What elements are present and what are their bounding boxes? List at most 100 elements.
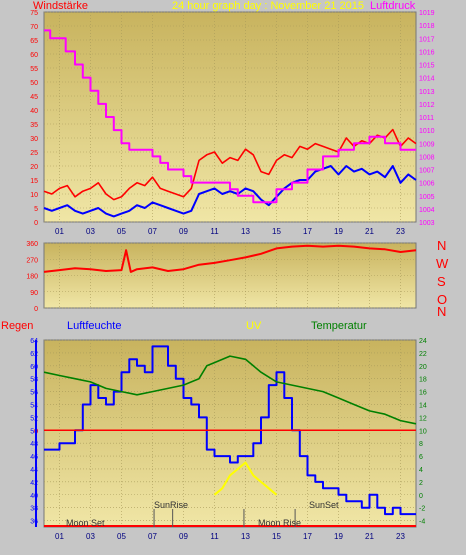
humidity-temperature-panel-y-tick-label: 36 xyxy=(30,519,38,526)
wind-pressure-panel-y2-tick-label: 1019 xyxy=(419,10,435,17)
wind-pressure-panel-y-tick-label: 0 xyxy=(34,220,38,227)
wind-pressure-panel-y-tick-label: 55 xyxy=(30,66,38,73)
wind-pressure-panel-x-tick-label: 11 xyxy=(210,227,219,236)
humidity-temperature-panel-x-tick-label: 03 xyxy=(86,532,95,541)
wind-pressure-panel-y-tick-label: 65 xyxy=(30,38,38,45)
humidity-temperature-panel-x-tick-label: 13 xyxy=(241,532,250,541)
compass-s: S xyxy=(437,274,446,289)
wind-pressure-panel-y-tick-label: 25 xyxy=(30,150,38,157)
humidity-temperature-panel-y-tick-label: 60 xyxy=(30,364,38,371)
wind-direction-panel-y-tick-label: 270 xyxy=(26,257,38,264)
humidity-temperature-panel-y2-tick-label: 12 xyxy=(419,415,427,422)
luftdruck-label: Luftdruck xyxy=(370,0,416,12)
wind-pressure-panel-y2-tick-label: 1012 xyxy=(419,102,435,109)
wind-pressure-panel-x-tick-label: 05 xyxy=(117,227,126,236)
humidity-temperature-panel-y-tick-label: 42 xyxy=(30,480,38,487)
wind-pressure-panel-y-tick-label: 40 xyxy=(30,108,38,115)
wind-pressure-panel-x-tick-label: 01 xyxy=(55,227,64,236)
humidity-temperature-panel-x-tick-label: 17 xyxy=(303,532,312,541)
humidity-temperature-panel-x-tick-label: 21 xyxy=(365,532,374,541)
wind-pressure-panel-y-tick-label: 45 xyxy=(30,94,38,101)
wind-pressure-panel-y-tick-label: 75 xyxy=(30,10,38,17)
humidity-temperature-panel-x-tick-label: 19 xyxy=(334,532,343,541)
wind-pressure-panel-y-tick-label: 20 xyxy=(30,164,38,171)
windstaerke-label: Windstärke xyxy=(33,0,89,12)
wind-direction-panel-series-0 xyxy=(43,244,417,273)
compass-n-top: N xyxy=(437,238,447,253)
wind-direction-panel-y-tick-label: 90 xyxy=(30,290,38,297)
wind-pressure-panel-y2-tick-label: 1005 xyxy=(419,194,435,201)
wind-pressure-panel-y-tick-label: 70 xyxy=(30,24,38,31)
humidity-temperature-panel-x-tick-label: 23 xyxy=(396,532,405,541)
moon-set-label: Moon Set xyxy=(66,518,105,528)
humidity-temperature-panel-y-tick-label: 48 xyxy=(30,441,38,448)
humidity-temperature-panel-y2-tick-label: 6 xyxy=(419,454,423,461)
humidity-temperature-panel-y2-tick-label: 16 xyxy=(419,390,427,397)
humidity-temperature-panel-y2-tick-label: 22 xyxy=(419,351,427,358)
wind-pressure-panel-y2-tick-label: 1006 xyxy=(419,181,435,188)
sunset-label: SunSet xyxy=(309,500,339,510)
humidity-temperature-panel-y-tick-label: 38 xyxy=(30,506,38,513)
wind-pressure-panel-y-tick-label: 35 xyxy=(30,122,38,129)
humidity-temperature-panel-y-tick-label: 46 xyxy=(30,454,38,461)
wind-pressure-panel-y2-tick-label: 1016 xyxy=(419,49,435,56)
wind-pressure-panel-y2-tick-label: 1013 xyxy=(419,89,435,96)
compass-o: O xyxy=(437,292,448,307)
uv-label: UV xyxy=(246,320,262,332)
wind-pressure-panel-y-tick-label: 50 xyxy=(30,80,38,87)
wind-pressure-panel-x-tick-label: 17 xyxy=(303,227,312,236)
wind-direction-panel-y-tick-label: 360 xyxy=(26,241,38,248)
wind-direction-panel-y-tick-label: 180 xyxy=(26,274,38,281)
wind-pressure-panel-x-tick-label: 13 xyxy=(241,227,250,236)
humidity-temperature-panel-x-tick-label: 15 xyxy=(272,532,281,541)
wind-pressure-panel-x-tick-label: 09 xyxy=(179,227,188,236)
humidity-temperature-panel-y2-tick-label: 2 xyxy=(419,480,423,487)
humidity-temperature-panel-y2-tick-label: -2 xyxy=(419,506,425,513)
wind-pressure-panel-y2-tick-label: 1009 xyxy=(419,141,435,148)
regen-label: Regen xyxy=(1,320,34,332)
humidity-temperature-panel-x-tick-label: 07 xyxy=(148,532,157,541)
humidity-temperature-panel-y-tick-label: 40 xyxy=(30,493,38,500)
humidity-temperature-panel-series-2 xyxy=(213,461,278,496)
wind-pressure-panel-y2-tick-label: 1011 xyxy=(419,115,434,122)
wind-pressure-panel-x-tick-label: 21 xyxy=(365,227,374,236)
humidity-temperature-panel-y2-tick-label: 24 xyxy=(419,338,427,345)
humidity-temperature-panel-y-tick-label: 64 xyxy=(30,338,38,345)
wind-pressure-panel-y-tick-label: 60 xyxy=(30,52,38,59)
wind-pressure-panel-series-1 xyxy=(43,165,417,218)
humidity-temperature-panel-background xyxy=(43,339,417,528)
humidity-temperature-panel-y-tick-label: 62 xyxy=(30,351,38,358)
wind-pressure-panel-x-tick-label: 07 xyxy=(148,227,157,236)
wind-pressure-panel-x-tick-label: 15 xyxy=(272,227,281,236)
wind-pressure-panel-x-tick-label: 19 xyxy=(334,227,343,236)
humidity-temperature-panel-y2-tick-label: 4 xyxy=(419,467,423,474)
humidity-temperature-panel-series-1 xyxy=(43,355,417,425)
compass-n-bottom: N xyxy=(437,304,447,319)
humidity-temperature-panel-y-tick-label: 56 xyxy=(30,390,38,397)
wind-direction-panel-y-tick-label: 0 xyxy=(34,306,38,313)
wind-pressure-panel-y2-tick-label: 1018 xyxy=(419,23,435,30)
humidity-temperature-panel-y2-tick-label: 20 xyxy=(419,364,427,371)
wind-pressure-panel-y2-tick-label: 1008 xyxy=(419,154,435,161)
wind-pressure-panel-series-2 xyxy=(44,29,416,204)
chart-title: 24 hour graph day : November 21 2015 xyxy=(172,0,365,12)
humidity-temperature-panel-y2-tick-label: 0 xyxy=(419,493,423,500)
humidity-temperature-panel-y2-tick-label: 10 xyxy=(419,428,427,435)
wind-pressure-panel-y2-tick-label: 1010 xyxy=(419,128,435,135)
wind-pressure-panel-y2-tick-label: 1017 xyxy=(419,36,435,43)
wind-pressure-panel-x-tick-label: 03 xyxy=(86,227,95,236)
humidity-temperature-panel-x-tick-label: 05 xyxy=(117,532,126,541)
humidity-temperature-panel-series-0 xyxy=(44,345,416,516)
compass-w: W xyxy=(436,256,449,271)
luftfeuchte-label: Luftfeuchte xyxy=(67,320,122,332)
humidity-temperature-panel-y2-tick-label: 14 xyxy=(419,402,427,409)
wind-pressure-panel-y2-tick-label: 1007 xyxy=(419,168,435,175)
wind-pressure-panel-y2-tick-label: 1003 xyxy=(419,220,435,227)
wind-pressure-panel-y2-tick-label: 1015 xyxy=(419,63,435,70)
humidity-temperature-panel-x-tick-label: 11 xyxy=(210,532,219,541)
humidity-temperature-panel-x-tick-label: 01 xyxy=(55,532,64,541)
humidity-temperature-panel-y2-tick-label: 8 xyxy=(419,441,423,448)
humidity-temperature-panel-y-tick-label: 54 xyxy=(30,402,38,409)
temperatur-label: Temperatur xyxy=(311,320,367,332)
